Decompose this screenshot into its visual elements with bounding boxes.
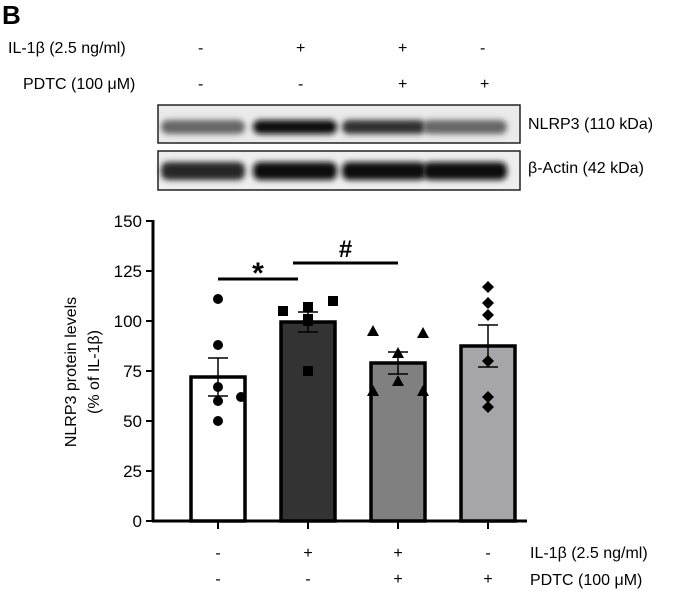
x-condition-label-il1b: IL-1β (2.5 ng/ml) [530, 545, 648, 562]
x-condition-sign: - [215, 571, 220, 588]
data-point-circle [213, 294, 223, 304]
protein-band [161, 162, 245, 180]
protein-band [253, 120, 337, 134]
data-point-square [303, 302, 313, 312]
blot-condition-label-il1b: IL-1β (2.5 ng/ml) [8, 40, 126, 57]
x-condition-label-pdtc: PDTC (100 μM) [530, 572, 642, 589]
x-condition-sign: - [305, 571, 310, 588]
data-point-triangle [367, 325, 379, 336]
protein-band [423, 162, 507, 180]
band-label-nlrp3: NLRP3 (110 kDa) [528, 116, 654, 133]
y-tick-label: 50 [123, 412, 142, 431]
blot-sign: - [198, 76, 204, 93]
y-tick-label: 25 [123, 462, 142, 481]
significance-label: * [252, 257, 264, 290]
blot-sign: + [296, 40, 306, 57]
protein-band [423, 120, 507, 134]
y-tick-label: 100 [114, 312, 142, 331]
x-condition-sign: + [393, 571, 402, 588]
y-tick-label: 0 [133, 512, 142, 531]
protein-band [342, 120, 426, 134]
y-axis-label-line1: NLRP3 protein levels [63, 297, 80, 447]
x-condition-sign: + [483, 571, 492, 588]
data-point-triangle [417, 385, 429, 396]
panel-label: B [2, 0, 21, 30]
y-tick-label: 125 [114, 262, 142, 281]
data-point-diamond [482, 355, 494, 367]
y-tick-label: 150 [114, 212, 142, 231]
data-point-triangle [392, 375, 404, 386]
data-point-square [303, 366, 313, 376]
data-point-diamond [482, 297, 494, 309]
data-point-diamond [482, 391, 494, 403]
data-point-circle [213, 340, 223, 350]
significance-label: # [339, 236, 352, 263]
data-point-square [328, 296, 338, 306]
bar [369, 361, 427, 523]
data-point-circle [213, 416, 223, 426]
y-tick-label: 75 [123, 362, 142, 381]
protein-band [253, 162, 337, 180]
band-label-actin: β-Actin (42 kDa) [528, 160, 644, 177]
blot-sign: - [480, 40, 486, 57]
bar-chart: 0 25 50 75 100 125 150 - - + - + + - + * # NLRP3 protei… [63, 212, 648, 589]
data-point-circle [213, 382, 223, 392]
blot-sign: - [298, 76, 304, 93]
data-point-square [303, 316, 313, 326]
data-point-diamond [482, 309, 494, 321]
protein-band [342, 162, 426, 180]
protein-band [161, 120, 245, 134]
bar [459, 344, 517, 523]
data-point-circle [213, 396, 223, 406]
x-condition-sign: + [303, 545, 312, 562]
blot-sign: + [398, 76, 408, 93]
data-point-triangle [417, 327, 429, 338]
x-condition-sign: - [485, 545, 490, 562]
blot-condition-label-pdtc: PDTC (100 μM) [23, 76, 136, 93]
data-point-circle [236, 392, 246, 402]
western-blot [157, 104, 521, 191]
y-axis-label-line2: (% of IL-1β) [86, 330, 103, 414]
data-point-triangle [367, 385, 379, 396]
blot-sign: + [480, 76, 490, 93]
data-point-square [278, 306, 288, 316]
blot-sign: + [398, 40, 408, 57]
data-point-diamond [482, 401, 494, 413]
data-point-diamond [482, 281, 494, 293]
bar [279, 320, 337, 523]
x-condition-sign: - [215, 545, 220, 562]
x-condition-sign: + [393, 545, 402, 562]
data-point-triangle [392, 347, 404, 358]
blot-sign: - [198, 40, 204, 57]
